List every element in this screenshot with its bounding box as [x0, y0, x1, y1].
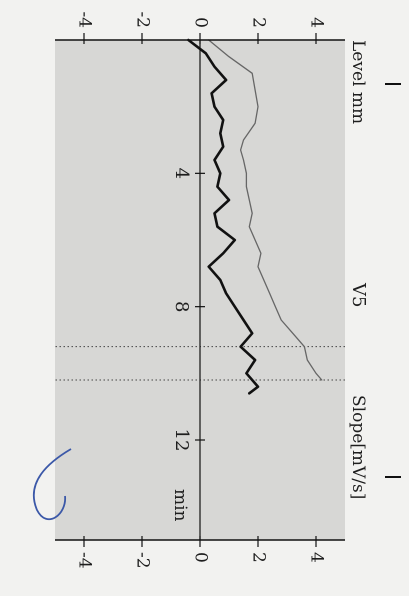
axes-layer: 4 2 0 -2 -4 4 2 0 -2 -4 4 8 12: [55, 11, 345, 569]
left-axis-label: Level mm: [348, 40, 368, 124]
right-y-tick-label: 4: [307, 552, 327, 563]
right-y-tick-label: 0: [191, 552, 211, 563]
pen-mark: [32, 448, 72, 521]
slope-series-line: [208, 39, 323, 381]
labels-layer: Level mm V5 Slope[mV/s] min: [170, 40, 369, 522]
left-y-tick-label: -2: [133, 11, 153, 28]
right-y-tick-label: -2: [133, 552, 153, 569]
right-y-tick-label: -4: [75, 552, 95, 569]
left-y-tick-label: 0: [191, 17, 211, 28]
decoration-layer: [32, 83, 401, 521]
right-y-tick-label: 2: [249, 552, 269, 563]
x-unit-label: min: [170, 489, 190, 522]
x-tick-label: 8: [171, 301, 192, 312]
level-series-line: [187, 38, 260, 395]
right-axis-label: Slope[mV/s]: [348, 395, 368, 499]
chart-title: V5: [348, 282, 369, 307]
x-tick-label: 4: [171, 168, 192, 179]
x-tick-label: 12: [171, 429, 192, 452]
left-y-tick-label: -4: [75, 11, 95, 28]
left-y-tick-label: 4: [307, 17, 327, 28]
left-y-tick-label: 2: [249, 17, 269, 28]
series-layer: [187, 38, 323, 395]
